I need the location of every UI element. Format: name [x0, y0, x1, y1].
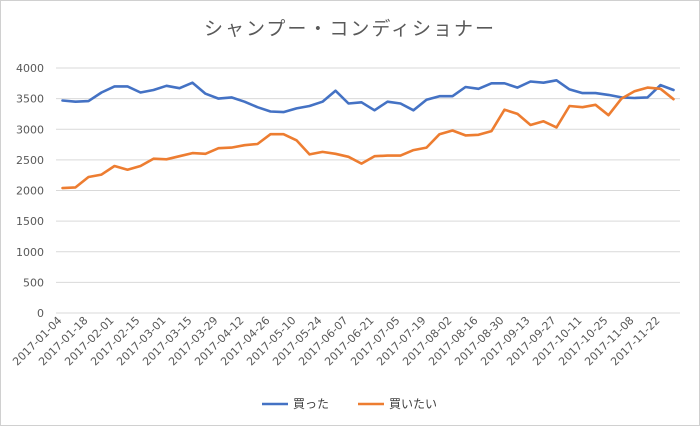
y-tick-label: 0 [37, 307, 44, 320]
y-tick-label: 2500 [16, 154, 44, 167]
y-tick-label: 1000 [16, 246, 44, 259]
chart-title: シャンプー・コンディショナー [203, 18, 497, 40]
y-tick-label: 1500 [16, 215, 44, 228]
series-line-1 [61, 79, 675, 114]
y-tick-label: 3500 [16, 93, 44, 106]
y-tick-label: 4000 [16, 62, 44, 75]
series-line-2 [61, 86, 675, 190]
y-tick-label: 3000 [16, 123, 44, 136]
y-tick-label: 500 [23, 276, 44, 289]
legend-label: 買いたい [389, 397, 437, 411]
y-tick-label: 2000 [16, 185, 44, 198]
legend-label: 買った [293, 397, 329, 411]
